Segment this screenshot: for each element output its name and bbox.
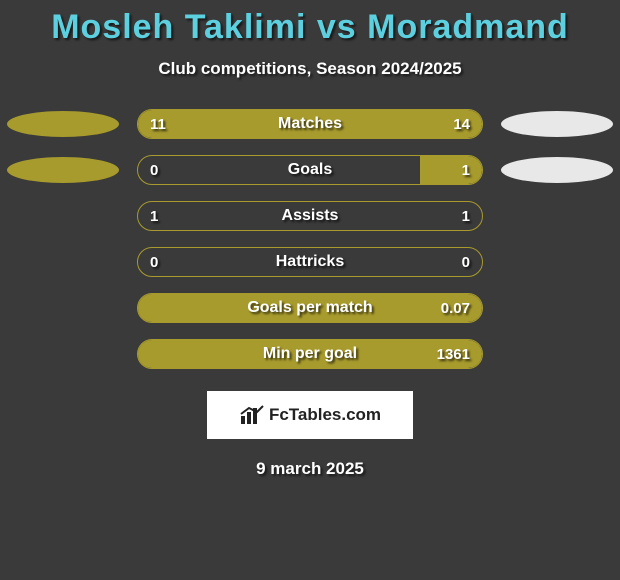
stat-bar: 1 1 Assists [137,201,483,231]
subtitle: Club competitions, Season 2024/2025 [158,59,461,79]
player2-marker [501,249,613,275]
right-value: 14 [453,116,470,133]
stat-label: Matches [278,115,342,133]
player1-marker [7,111,119,137]
stat-bar: 1361 Min per goal [137,339,483,369]
date: 9 march 2025 [256,459,364,479]
stat-bar: 0 1 Goals [137,155,483,185]
player2-marker [501,157,613,183]
player2-marker [501,341,613,367]
player1-marker [7,157,119,183]
chart-icon [239,404,265,426]
brand-text: FcTables.com [269,405,381,425]
stat-rows: 1114Matches01Goals11Assists00Hattricks0.… [0,109,620,369]
stat-bar: 11 14 Matches [137,109,483,139]
stat-row: 11 14 Matches [0,109,620,139]
right-value: 0.07 [441,300,470,317]
player1-marker [7,341,119,367]
title: Mosleh Taklimi vs Moradmand [51,8,569,47]
left-value: 11 [150,116,166,133]
stat-row: 1361 Min per goal [0,339,620,369]
player1-marker [7,203,119,229]
right-value: 1361 [437,346,470,363]
stat-label: Assists [282,207,339,225]
left-value: 0 [150,162,158,179]
stat-row: 1 1 Assists [0,201,620,231]
brand-logo: FcTables.com [207,391,413,439]
right-value: 1 [462,162,470,179]
player2-marker [501,111,613,137]
stat-label: Goals per match [247,299,372,317]
player2-marker [501,295,613,321]
stat-label: Goals [288,161,332,179]
stat-label: Hattricks [276,253,344,271]
stat-row: 0.07 Goals per match [0,293,620,323]
stat-label: Min per goal [263,345,357,363]
left-value: 0 [150,254,158,271]
right-value: 1 [462,208,470,225]
player1-marker [7,295,119,321]
player1-marker [7,249,119,275]
stat-bar: 0 0 Hattricks [137,247,483,277]
left-value: 1 [150,208,158,225]
player2-marker [501,203,613,229]
bar-fill-right [420,156,482,184]
stat-row: 0 1 Goals [0,155,620,185]
comparison-infographic: Mosleh Taklimi vs Moradmand Club competi… [0,0,620,479]
stat-row: 0 0 Hattricks [0,247,620,277]
right-value: 0 [462,254,470,271]
stat-bar: 0.07 Goals per match [137,293,483,323]
